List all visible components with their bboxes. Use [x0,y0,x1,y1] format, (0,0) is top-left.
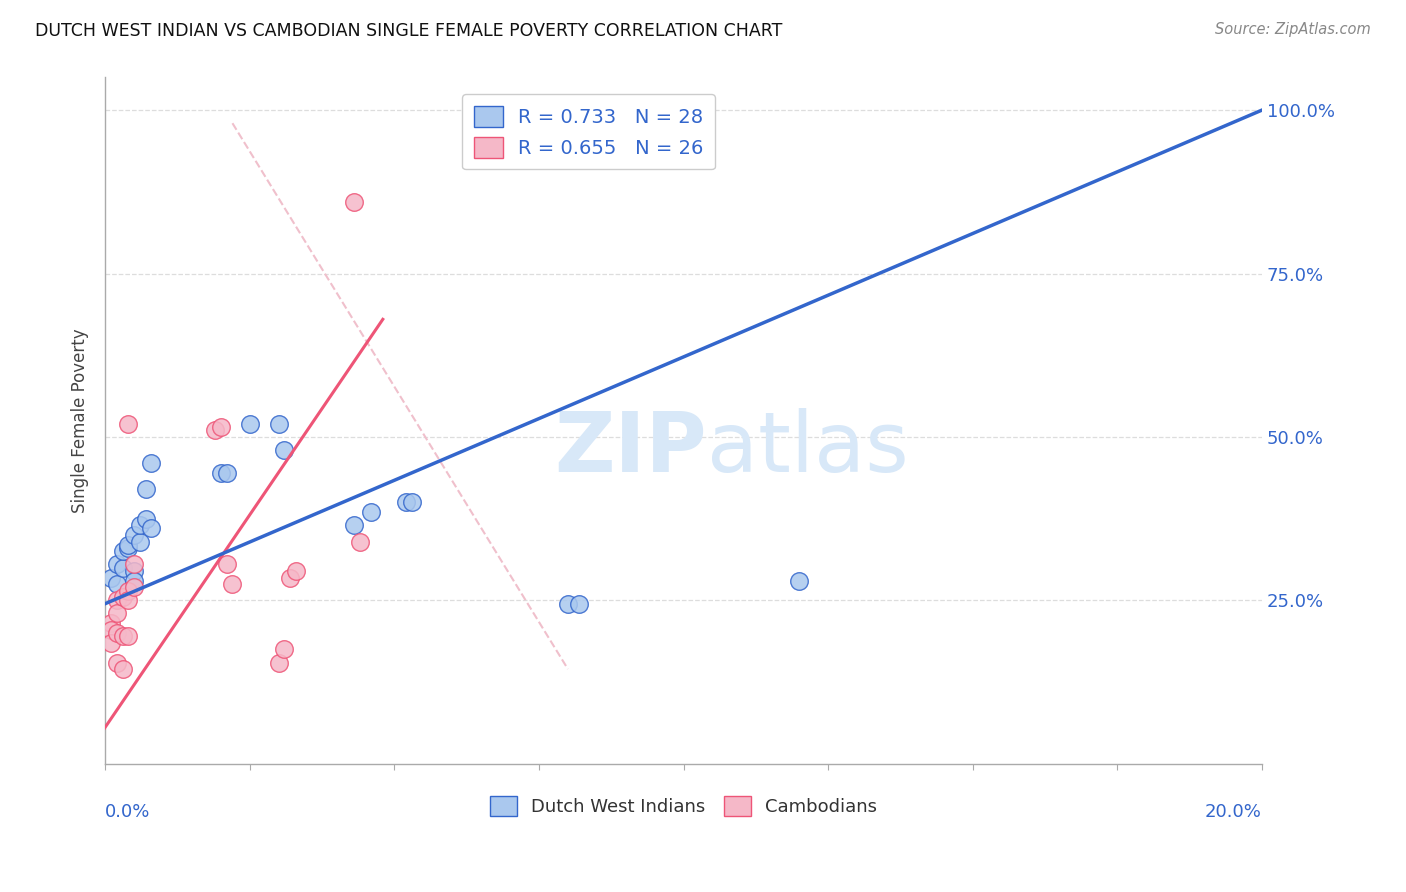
Point [117,583,139,598]
Point [117,593,139,607]
Point [273,443,295,458]
Point [100,636,122,650]
Point [568,597,591,611]
Legend: Dutch West Indians, Cambodians: Dutch West Indians, Cambodians [482,789,884,823]
Point [129,534,152,549]
Point [141,521,163,535]
Point [100,616,122,631]
Point [100,623,122,637]
Text: 0.0%: 0.0% [105,803,150,821]
Point [111,544,134,558]
Point [122,564,145,578]
Point [122,558,145,572]
Point [105,577,128,591]
Point [273,642,295,657]
Point [395,495,418,509]
Text: 20.0%: 20.0% [1205,803,1263,821]
Point [105,593,128,607]
Point [117,541,139,555]
Point [285,564,308,578]
Point [111,590,134,604]
Point [267,417,290,431]
Point [135,511,157,525]
Point [117,629,139,643]
Point [209,466,232,480]
Point [111,560,134,574]
Point [105,607,128,621]
Point [117,417,139,431]
Point [215,558,238,572]
Text: ZIP: ZIP [554,408,707,489]
Point [204,424,226,438]
Text: Source: ZipAtlas.com: Source: ZipAtlas.com [1215,22,1371,37]
Point [349,534,371,549]
Point [343,518,366,533]
Point [122,574,145,588]
Point [343,194,366,209]
Point [111,629,134,643]
Point [215,466,238,480]
Point [141,456,163,470]
Point [100,570,122,584]
Point [401,495,423,509]
Point [787,574,810,588]
Point [117,538,139,552]
Point [267,656,290,670]
Point [135,483,157,497]
Point [122,580,145,594]
Point [221,577,243,591]
Y-axis label: Single Female Poverty: Single Female Poverty [72,328,89,513]
Point [111,662,134,676]
Point [360,505,382,519]
Text: DUTCH WEST INDIAN VS CAMBODIAN SINGLE FEMALE POVERTY CORRELATION CHART: DUTCH WEST INDIAN VS CAMBODIAN SINGLE FE… [35,22,783,40]
Point [557,597,579,611]
Point [278,570,301,584]
Text: atlas: atlas [707,408,908,489]
Point [209,420,232,434]
Point [105,626,128,640]
Point [105,558,128,572]
Point [129,518,152,533]
Point [239,417,262,431]
Point [105,656,128,670]
Point [122,528,145,542]
